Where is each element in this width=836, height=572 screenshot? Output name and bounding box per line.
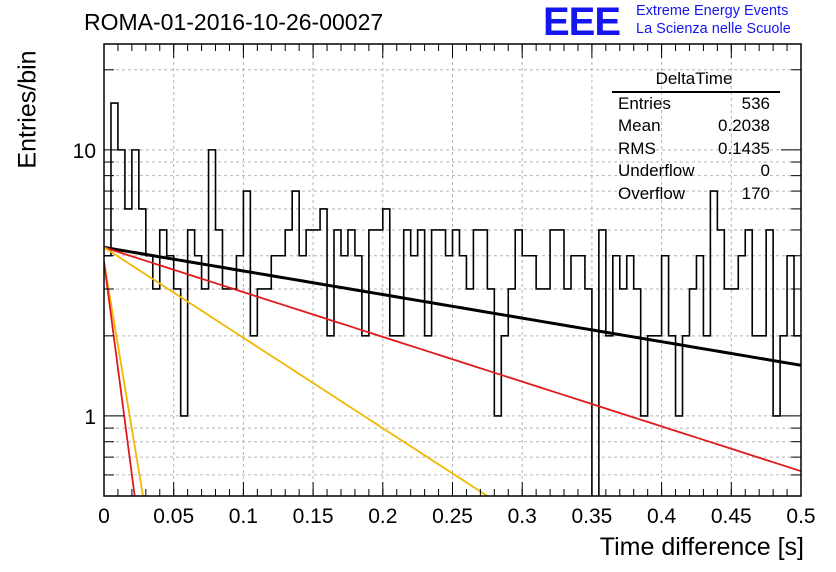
histogram-series bbox=[104, 102, 801, 496]
logo-caption-line1: Extreme Energy Events bbox=[636, 3, 789, 19]
x-tick-label: 0.1 bbox=[229, 505, 258, 528]
y-tick-label: 10 bbox=[73, 140, 96, 163]
logo-caption: Extreme Energy Events La Scienza nelle S… bbox=[636, 2, 791, 38]
stats-label: Underflow bbox=[618, 161, 695, 180]
histogram-outline bbox=[104, 102, 801, 496]
eee-logo: EEE bbox=[543, 0, 621, 44]
fit-curve bbox=[104, 246, 801, 473]
stats-value: 170 bbox=[741, 183, 770, 203]
fit-curves bbox=[104, 245, 801, 496]
stats-row-mean: Mean 0.2038 bbox=[610, 115, 778, 138]
stats-label: Overflow bbox=[618, 183, 686, 203]
x-tick-label: 0.45 bbox=[711, 505, 752, 528]
x-tick-label: 0.25 bbox=[432, 505, 473, 528]
stats-value: 536 bbox=[741, 93, 770, 113]
stats-label: Entries bbox=[618, 93, 671, 113]
stats-divider bbox=[612, 90, 780, 93]
fit-curve bbox=[104, 261, 144, 496]
y-tick-label: 1 bbox=[84, 406, 96, 429]
x-tick-label: 0 bbox=[98, 505, 110, 528]
stats-row-rms: RMS 0.1435 bbox=[610, 138, 778, 161]
stats-label: Mean bbox=[618, 116, 661, 135]
y-axis-label: Entries/bin bbox=[13, 50, 42, 169]
stats-row-entries: Entries 536 bbox=[610, 93, 778, 116]
fit-curve bbox=[104, 245, 801, 367]
stats-value: 0.1435 bbox=[718, 138, 770, 158]
stats-label: RMS bbox=[618, 138, 656, 158]
fit-curve bbox=[104, 261, 136, 496]
stats-value: 0 bbox=[760, 161, 770, 180]
x-tick-label: 0.4 bbox=[647, 505, 677, 528]
x-tick-label: 0.3 bbox=[508, 505, 537, 528]
stats-value: 0.2038 bbox=[718, 116, 770, 135]
stats-row-overflow: Overflow 170 bbox=[610, 183, 778, 206]
stats-title: DeltaTime bbox=[655, 69, 733, 88]
logo-caption-line2: La Scienza nelle Scuole bbox=[636, 21, 791, 37]
stats-box: DeltaTime Entries 536 Mean 0.2038 RMS 0.… bbox=[610, 68, 780, 206]
x-axis-label: Time difference [s] bbox=[599, 533, 804, 561]
x-tick-label: 0.5 bbox=[786, 505, 815, 528]
x-tick-label: 0.05 bbox=[153, 505, 194, 528]
x-tick-label: 0.35 bbox=[571, 505, 612, 528]
stats-row-underflow: Underflow 0 bbox=[610, 160, 778, 183]
x-tick-label: 0.15 bbox=[293, 505, 334, 528]
axis-ticks: 0 0.05 0.1 0.15 0.2 0.25 0.3 0.35 0.4 0.45 0.5 1 10 bbox=[73, 44, 816, 528]
run-title: ROMA-01-2016-10-26-00027 bbox=[84, 9, 384, 35]
fit-curve bbox=[104, 246, 488, 496]
x-tick-label: 0.2 bbox=[368, 505, 397, 528]
